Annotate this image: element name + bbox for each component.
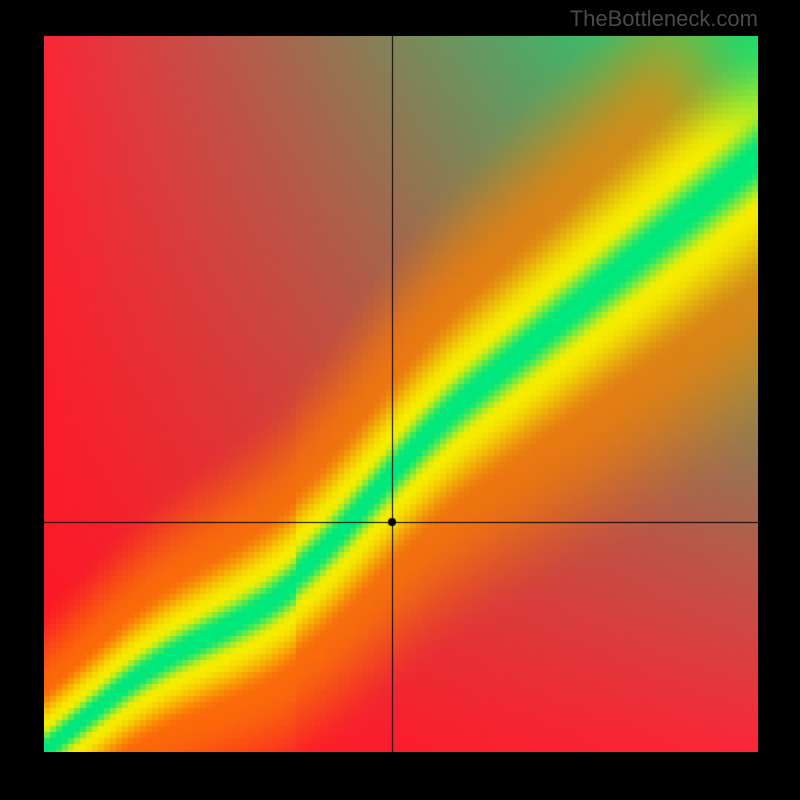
bottleneck-heatmap xyxy=(44,36,758,752)
chart-container: TheBottleneck.com xyxy=(0,0,800,800)
watermark-text: TheBottleneck.com xyxy=(570,6,758,32)
